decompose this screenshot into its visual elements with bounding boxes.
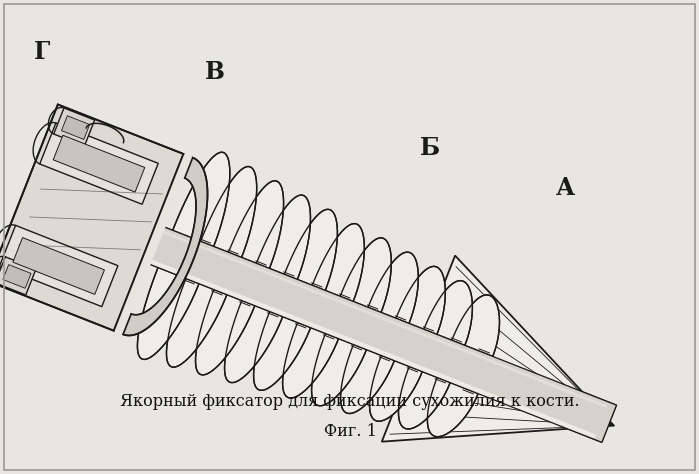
Polygon shape (340, 238, 391, 312)
Polygon shape (257, 195, 310, 280)
Polygon shape (54, 108, 94, 146)
Polygon shape (224, 301, 282, 383)
Polygon shape (312, 334, 366, 406)
Polygon shape (396, 266, 445, 334)
Polygon shape (254, 311, 310, 390)
Polygon shape (40, 123, 158, 204)
Polygon shape (370, 356, 422, 421)
Polygon shape (196, 290, 255, 375)
Polygon shape (104, 209, 617, 442)
Text: Фиг. 1: Фиг. 1 (324, 423, 377, 440)
Polygon shape (104, 209, 617, 442)
Text: Г: Г (34, 40, 50, 64)
Polygon shape (0, 104, 183, 331)
Polygon shape (368, 252, 418, 323)
Polygon shape (0, 226, 118, 307)
Polygon shape (138, 267, 199, 359)
Text: А: А (556, 176, 575, 200)
Polygon shape (3, 264, 31, 288)
Polygon shape (62, 116, 89, 139)
Polygon shape (382, 255, 614, 442)
Polygon shape (13, 237, 104, 294)
Text: В: В (205, 60, 225, 84)
Polygon shape (398, 366, 450, 429)
Polygon shape (282, 322, 338, 398)
Polygon shape (427, 377, 478, 437)
Polygon shape (0, 257, 36, 295)
Polygon shape (123, 158, 208, 336)
Polygon shape (229, 181, 284, 268)
Polygon shape (284, 210, 338, 291)
Polygon shape (166, 279, 227, 367)
Polygon shape (312, 224, 364, 301)
Polygon shape (114, 154, 191, 331)
Polygon shape (53, 135, 145, 192)
Polygon shape (452, 295, 500, 356)
Text: Б: Б (420, 136, 440, 160)
Polygon shape (424, 281, 473, 346)
Polygon shape (340, 345, 394, 413)
Text: Якорный фиксатор для фиксации сухожилия к кости.: Якорный фиксатор для фиксации сухожилия … (120, 393, 579, 410)
Polygon shape (173, 152, 230, 246)
Polygon shape (201, 166, 257, 257)
